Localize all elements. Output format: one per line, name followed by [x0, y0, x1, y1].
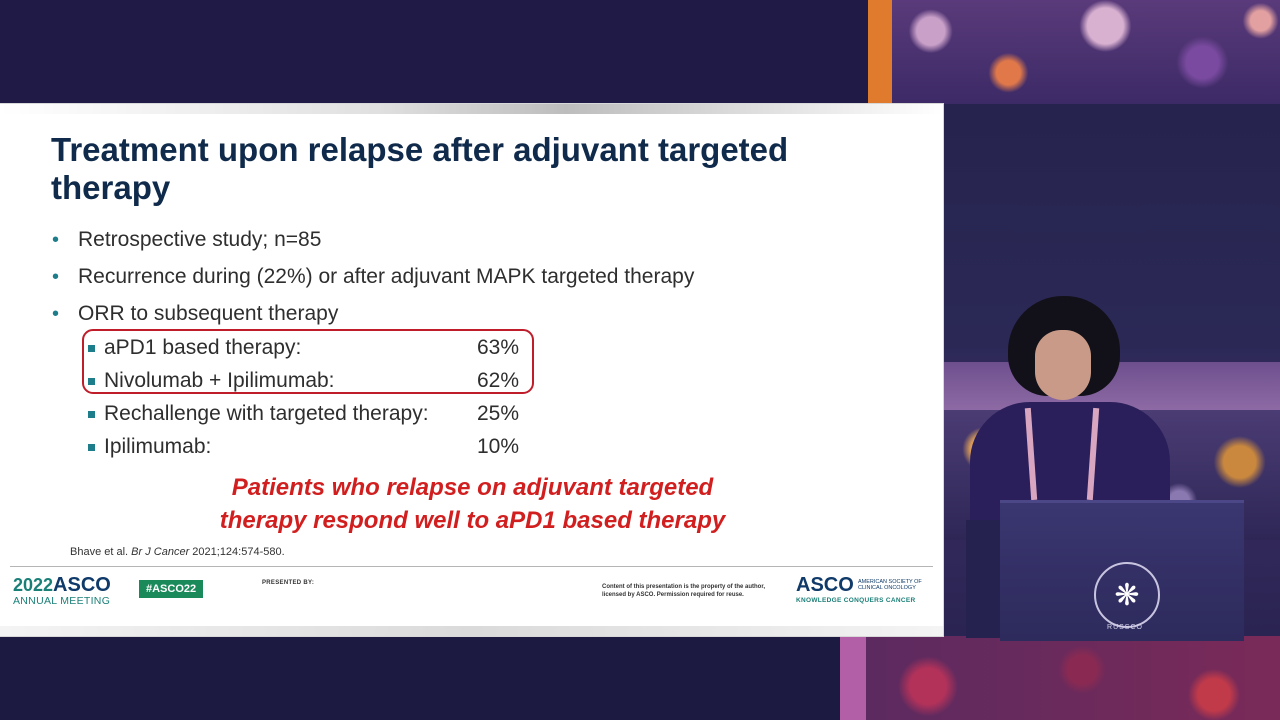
- conclusion-line: therapy respond well to aPD1 based thera…: [219, 507, 726, 534]
- asco-logo-text: ASCO: [796, 574, 854, 596]
- stage-lights-top: [892, 0, 1280, 104]
- presenter-face: [1035, 330, 1091, 400]
- sub-item-value: 63%: [477, 336, 520, 359]
- citation: Bhave et al. Br J Cancer 2021;124:574-58…: [70, 546, 285, 558]
- bullet-dot-icon: •: [52, 266, 60, 288]
- podium-side: [966, 520, 1002, 638]
- conclusion-text: Patients who relapse on adjuvant targete…: [120, 471, 825, 537]
- sub-item-label: Ipilimumab:: [104, 435, 212, 458]
- presented-by-label: PRESENTED BY:: [262, 580, 315, 586]
- sub-item: Rechallenge with targeted therapy: 25%: [88, 402, 533, 435]
- citation-details: 2021;124:574-580.: [189, 546, 285, 558]
- asco-tagline: KNOWLEDGE CONQUERS CANCER: [796, 597, 916, 604]
- citation-journal: Br J Cancer: [131, 546, 190, 558]
- highlight-box: [82, 329, 534, 394]
- bullet-item: • Retrospective study; n=85: [50, 228, 694, 265]
- asco-logo: ASCO AMERICAN SOCIETY OF CLINICAL ONCOLO…: [796, 574, 922, 604]
- meeting-brand: ASCO: [53, 574, 111, 596]
- bullet-text: Retrospective study; n=85: [78, 228, 322, 251]
- citation-authors: Bhave et al.: [70, 546, 132, 558]
- sub-item-value: 10%: [477, 435, 520, 458]
- sub-item-label: Rechallenge with targeted therapy:: [104, 402, 429, 425]
- hashtag-badge: #ASCO22: [139, 580, 204, 598]
- square-bullet-icon: [88, 378, 95, 385]
- bullet-item: • ORR to subsequent therapy: [50, 302, 694, 339]
- stage-background-top: [0, 0, 870, 104]
- slide-top-bar: [0, 104, 943, 114]
- copyright-notice: Content of this presentation is the prop…: [602, 584, 766, 598]
- bullet-list: • Retrospective study; n=85 • Recurrence d…: [50, 228, 694, 339]
- sub-item: Ipilimumab: 10%: [88, 435, 533, 468]
- footer-divider: [10, 566, 933, 567]
- slide-bottom-bar: [0, 626, 943, 636]
- sub-item-label: Nivolumab + Ipilimumab:: [104, 369, 335, 392]
- meeting-year: 2022: [13, 575, 54, 595]
- bullet-item: • Recurrence during (22%) or after adjuva…: [50, 265, 694, 302]
- stage-orange-strip: [868, 0, 892, 104]
- bullet-text: Recurrence during (22%) or after adjuvan…: [78, 265, 695, 288]
- bullet-dot-icon: •: [52, 229, 60, 251]
- slide-title: Treatment upon relapse after adjuvant ta…: [51, 131, 789, 206]
- square-bullet-icon: [88, 444, 95, 451]
- square-bullet-icon: [88, 345, 95, 352]
- sub-item: aPD1 based therapy: 63%: [88, 336, 533, 369]
- sub-bullet-list: aPD1 based therapy: 63% Nivolumab + Ipil…: [88, 336, 533, 468]
- bullet-dot-icon: •: [52, 303, 60, 325]
- stage-lights-bottom: [840, 636, 1280, 720]
- sub-item-value: 62%: [477, 369, 520, 392]
- sub-item-label: aPD1 based therapy:: [104, 336, 302, 359]
- sub-item: Nivolumab + Ipilimumab: 62%: [88, 369, 533, 402]
- sub-item-value: 25%: [477, 402, 520, 425]
- square-bullet-icon: [88, 411, 95, 418]
- bullet-text: ORR to subsequent therapy: [78, 302, 339, 325]
- meeting-label: ANNUAL MEETING: [13, 595, 111, 607]
- presentation-slide: Treatment upon relapse after adjuvant ta…: [0, 104, 943, 636]
- russco-logo-icon: ❋: [1094, 562, 1160, 628]
- conclusion-line: Patients who relapse on adjuvant targete…: [231, 474, 714, 501]
- podium-logo-text: RUSSCO: [1107, 624, 1143, 631]
- stage-pink-strip: [840, 636, 866, 720]
- asco-full-name: AMERICAN SOCIETY OF CLINICAL ONCOLOGY: [858, 579, 922, 591]
- asco-annual-meeting-logo: 2022ASCO ANNUAL MEETING: [13, 574, 111, 607]
